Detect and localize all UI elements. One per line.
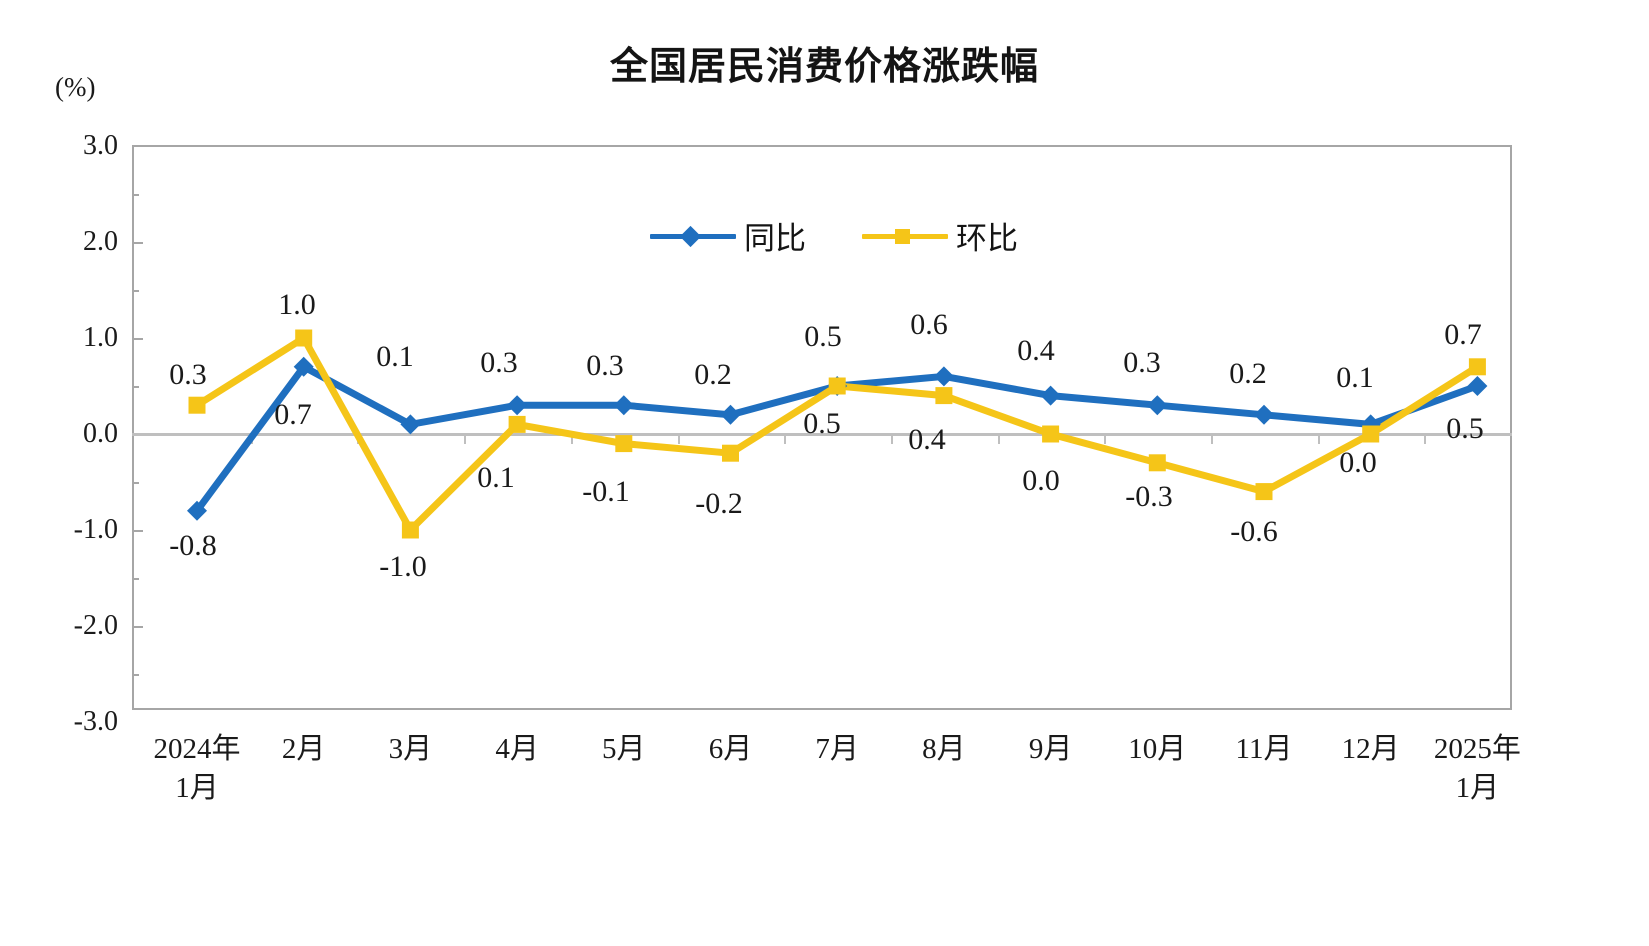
x-axis-tick-label: 2月	[281, 733, 326, 765]
x-axis-tick-label: 5月	[602, 733, 646, 765]
y-axis-minor-tick	[132, 482, 139, 484]
x-axis-tick	[1317, 434, 1320, 444]
y-axis-tick-label: -3.0	[73, 706, 118, 737]
x-axis-tick-label: 11月	[1235, 733, 1293, 765]
data-point-value-label: 0.7	[1444, 318, 1482, 351]
x-axis-tick-label: 10月	[1128, 733, 1187, 765]
y-axis-minor-tick	[132, 578, 139, 580]
data-point-value-label: 0.5	[803, 407, 841, 440]
chart-title: 全国居民消费价格涨跌幅	[609, 46, 1039, 88]
legend-swatch-diamond-icon	[650, 225, 736, 247]
x-axis-tick	[357, 434, 360, 444]
x-axis-tick	[570, 434, 573, 444]
x-axis-tick	[677, 434, 680, 444]
data-point-value-label: 0.5	[1446, 412, 1484, 445]
y-axis-unit-label: (%)	[55, 72, 96, 102]
x-axis-tick-label: 12月	[1341, 733, 1400, 765]
x-axis-tick	[464, 434, 467, 444]
data-point-value-label: 0.6	[910, 308, 948, 341]
x-axis-tick	[1104, 434, 1107, 444]
data-point-value-label: 0.7	[274, 398, 312, 431]
data-point-value-label: 0.1	[477, 461, 515, 494]
data-point-value-label: 0.3	[480, 346, 518, 379]
y-axis-tick	[132, 242, 143, 244]
data-point-value-label: 0.1	[1336, 361, 1374, 394]
y-axis-minor-tick	[132, 290, 139, 292]
y-axis-tick	[132, 338, 143, 340]
x-axis-tick-label: 2024年 1月	[153, 733, 241, 805]
x-axis-tick	[890, 434, 893, 444]
chart-legend: 同比 环比	[650, 213, 1018, 258]
y-axis-tick-label: 1.0	[83, 322, 118, 353]
data-point-value-label: 1.0	[278, 288, 316, 321]
data-point-value-label: 0.3	[586, 349, 624, 382]
legend-label-tongbi: 同比	[744, 221, 806, 256]
x-axis-tick	[1211, 434, 1213, 444]
data-point-value-label: -0.2	[695, 487, 743, 520]
x-axis-tick	[1424, 434, 1427, 444]
y-axis-labels: 3.0 2.0 1.0 0.0 -1.0 -2.0 -3.0	[0, 0, 118, 946]
y-axis-tick-label: 0.0	[83, 418, 118, 449]
data-point-value-label: 0.4	[908, 423, 946, 456]
x-axis-tick-label: 6月	[708, 733, 753, 765]
x-axis-tick-label: 9月	[1028, 733, 1073, 765]
data-point-value-label: 0.3	[1123, 346, 1161, 379]
legend-item-tongbi[interactable]: 同比	[650, 213, 806, 258]
data-point-value-label: 0.0	[1339, 446, 1377, 479]
data-point-value-label: 0.1	[376, 340, 414, 373]
data-point-value-label: -0.3	[1125, 480, 1173, 513]
y-axis-tick-label: -1.0	[73, 514, 118, 545]
data-point-value-label: 0.2	[694, 358, 732, 391]
y-axis-minor-tick	[132, 194, 139, 196]
y-axis-tick-label: 3.0	[83, 130, 118, 161]
data-point-value-label: 0.5	[804, 320, 842, 353]
x-axis-tick-label: 7月	[815, 733, 859, 765]
y-axis-minor-tick	[132, 674, 139, 676]
x-axis-tick-label: 2025年 1月	[1433, 733, 1521, 805]
data-point-value-label: -0.1	[582, 475, 630, 508]
x-axis-tick-label: 4月	[495, 733, 539, 765]
x-axis-tick-label: 3月	[388, 733, 433, 765]
data-point-value-label: -0.6	[1230, 515, 1278, 548]
y-axis-tick-label: 2.0	[83, 226, 118, 257]
data-point-value-label: 0.4	[1017, 334, 1055, 367]
y-axis-tick-label: -2.0	[73, 610, 118, 641]
data-point-value-label: -1.0	[379, 550, 427, 583]
y-axis-tick	[132, 530, 143, 532]
x-axis-tick-label: 8月	[922, 733, 966, 765]
data-point-value-label: 0.0	[1022, 464, 1060, 497]
legend-label-huanbi: 环比	[956, 221, 1018, 256]
x-axis-tick	[784, 434, 787, 444]
legend-item-huanbi[interactable]: 环比	[862, 213, 1018, 258]
legend-swatch-square-icon	[862, 225, 948, 247]
x-axis-tick	[997, 434, 1000, 444]
y-axis-tick	[132, 626, 143, 628]
data-point-value-label: 0.3	[169, 358, 207, 391]
data-point-value-label: -0.8	[169, 529, 217, 562]
y-axis-minor-tick	[132, 386, 139, 388]
data-point-value-label: 0.2	[1229, 357, 1267, 390]
x-axis-tick	[250, 434, 253, 444]
